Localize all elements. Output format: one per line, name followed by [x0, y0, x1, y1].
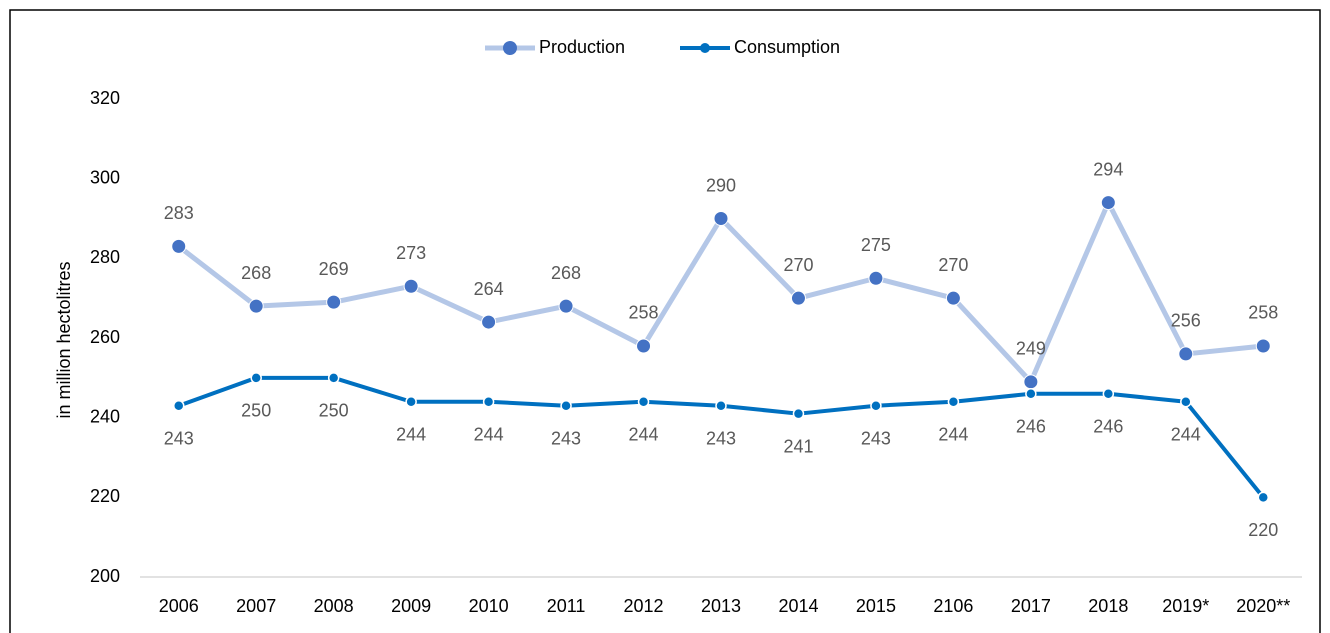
point: [482, 395, 495, 408]
point: [560, 399, 572, 412]
data-label: 244: [474, 424, 504, 444]
y-tick-label: 320: [90, 88, 120, 108]
x-tick-label: 2020**: [1236, 596, 1290, 616]
x-tick-label: 2008: [314, 596, 354, 616]
data-label: 275: [861, 235, 891, 255]
data-label: 246: [1016, 417, 1046, 437]
y-axis-title: in million hectolitres: [54, 261, 74, 418]
point: [481, 314, 497, 330]
x-tick-label: 2007: [236, 596, 276, 616]
x-tick-label: 2014: [778, 596, 818, 616]
legend-marker: [700, 43, 710, 53]
data-label: 290: [706, 175, 736, 195]
y-tick-label: 240: [90, 406, 120, 426]
data-label: 270: [938, 255, 968, 275]
data-label: 294: [1093, 159, 1123, 179]
data-label: 256: [1171, 311, 1201, 331]
y-tick-label: 220: [90, 486, 120, 506]
point: [248, 298, 264, 314]
point: [868, 270, 884, 286]
x-tick-label: 2011: [547, 596, 586, 616]
legend-label: Consumption: [734, 37, 840, 57]
point: [947, 395, 960, 408]
x-tick-label: 2009: [391, 596, 431, 616]
data-label: 243: [861, 428, 891, 448]
point: [405, 395, 417, 408]
data-label: 258: [629, 303, 659, 323]
point: [558, 298, 574, 314]
x-tick-label: 2012: [624, 596, 664, 616]
x-tick-label: 2006: [159, 596, 199, 616]
point: [713, 211, 729, 226]
data-label: 243: [706, 428, 736, 448]
point: [326, 294, 342, 310]
point: [1102, 388, 1115, 400]
y-tick-label: 260: [90, 327, 120, 347]
x-tick-label: 2015: [856, 596, 896, 616]
x-tick-label: 2018: [1088, 596, 1128, 616]
legend-marker: [503, 41, 517, 55]
point: [1025, 388, 1037, 400]
x-tick-label: 2106: [933, 596, 973, 616]
point: [870, 399, 882, 412]
data-label: 269: [319, 259, 349, 279]
point: [1023, 374, 1039, 390]
data-label: 250: [319, 401, 349, 421]
data-label: 273: [396, 243, 426, 263]
point: [172, 399, 185, 412]
series-line: [177, 200, 1264, 385]
point: [1100, 195, 1116, 211]
data-label: 249: [1016, 339, 1046, 359]
chart-frame: [9, 9, 1321, 633]
y-tick-label: 280: [90, 247, 120, 267]
data-label: 244: [938, 424, 968, 444]
data-label: 270: [783, 255, 813, 275]
data-label: 220: [1248, 520, 1278, 540]
point: [637, 395, 650, 408]
x-tick-label: 2013: [701, 596, 741, 616]
data-label: 244: [396, 424, 426, 444]
data-label: 243: [551, 428, 581, 448]
y-tick-label: 300: [90, 167, 120, 187]
data-label: 283: [164, 203, 194, 223]
point: [1255, 338, 1271, 354]
point: [1180, 395, 1192, 408]
point: [327, 372, 340, 384]
x-tick-label: 2017: [1011, 596, 1051, 616]
point: [945, 290, 961, 306]
point: [403, 278, 419, 294]
point: [1257, 491, 1270, 504]
point: [636, 338, 652, 354]
data-label: 268: [241, 263, 271, 283]
legend-label: Production: [539, 37, 625, 57]
data-label: 258: [1248, 303, 1278, 323]
data-label: 244: [1171, 424, 1201, 444]
y-tick-label: 200: [90, 566, 120, 586]
data-label: 241: [783, 436, 813, 456]
point: [790, 290, 806, 306]
point: [171, 238, 187, 254]
point: [1178, 346, 1194, 362]
data-label: 268: [551, 263, 581, 283]
point: [250, 372, 262, 384]
x-tick-label: 2019*: [1162, 596, 1209, 616]
data-label: 246: [1093, 417, 1123, 437]
point: [792, 407, 805, 420]
data-label: 243: [164, 428, 194, 448]
point: [715, 399, 727, 412]
data-label: 250: [241, 401, 271, 421]
data-label: 264: [474, 279, 504, 299]
data-label: 244: [629, 424, 659, 444]
x-tick-label: 2010: [469, 596, 509, 616]
